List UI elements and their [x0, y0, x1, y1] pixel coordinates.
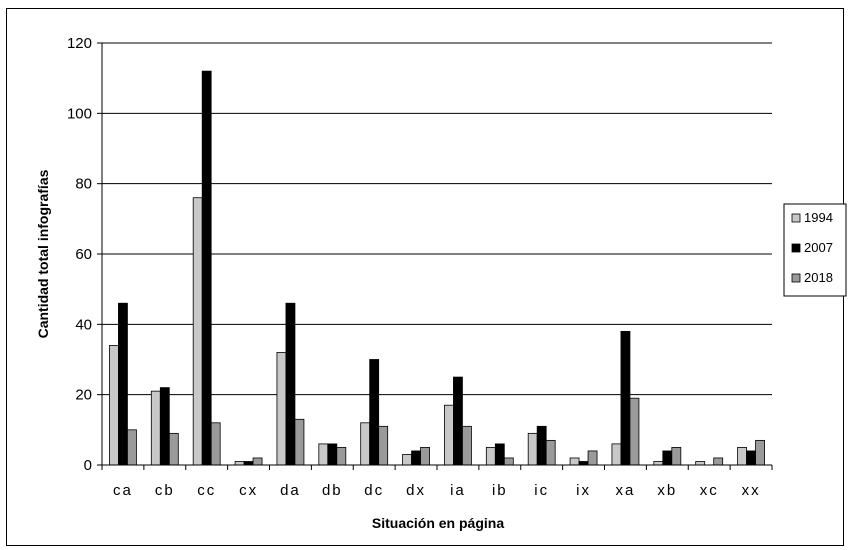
bar-ia-2018 [462, 425, 472, 466]
x-tick-label: ia [450, 482, 466, 499]
bar-ib-2018 [503, 457, 514, 466]
bar-ic-2007 [536, 425, 547, 466]
x-tick-label: dc [364, 482, 384, 499]
bar-ix-2018 [587, 450, 598, 466]
bar-ic-1994 [527, 432, 538, 466]
x-axis-title: Situación en página [372, 515, 504, 531]
y-tick-label: 100 [67, 105, 92, 122]
y-axis-title: Cantidad total infografías [35, 169, 51, 338]
x-tick-label: da [280, 482, 301, 499]
bar-dx-2018 [420, 447, 430, 466]
bar-dc-2018 [378, 425, 389, 466]
gridlines [102, 42, 772, 396]
bar-xb-2007 [662, 450, 673, 466]
bar-dc-2007 [369, 359, 380, 466]
bar-cx-2007 [243, 461, 254, 466]
bar-ia-1994 [444, 404, 454, 466]
legend-label-2018: 2018 [804, 270, 833, 285]
bar-xa-1994 [611, 443, 622, 466]
bar-dx-2007 [411, 450, 421, 466]
x-tick-label: xc [700, 482, 719, 499]
x-tick-label: ic [534, 482, 549, 499]
bar-dc-1994 [360, 422, 371, 466]
bar-dx-1994 [402, 454, 412, 466]
y-tick-labels: 0 20 40 60 80 100 120 [67, 35, 92, 474]
bar-xa-2007 [620, 330, 631, 466]
bar-ib-1994 [485, 447, 496, 466]
x-tick-label: cc [197, 482, 216, 499]
x-tick-label: cx [239, 482, 258, 499]
x-tick-labels: ca cb cc cx da db dc dx ia ib ic ix xa xb xc xx [113, 482, 761, 499]
bar-xx-2007 [746, 450, 756, 466]
bar-xx-2018 [755, 439, 765, 466]
bar-xc-2018 [713, 457, 724, 466]
bars [109, 70, 765, 466]
bar-db-2018 [336, 447, 347, 466]
legend-label-2007: 2007 [804, 240, 833, 255]
x-tick-label: ca [113, 482, 133, 499]
bar-ix-2007 [578, 461, 589, 466]
bar-da-1994 [276, 352, 287, 466]
x-tick-label: dx [406, 482, 426, 499]
y-tick-label: 120 [67, 35, 92, 52]
bar-cb-1994 [150, 390, 161, 466]
bar-xb-1994 [653, 461, 664, 466]
y-tick-label: 60 [75, 246, 92, 263]
bar-ic-2018 [545, 439, 556, 466]
bar-da-2007 [285, 302, 296, 466]
legend: 1994 2007 2018 [783, 203, 847, 297]
bar-cc-2018 [210, 422, 221, 466]
x-tick-label: ix [576, 482, 591, 499]
bar-ca-1994 [109, 345, 119, 466]
bar-db-1994 [318, 443, 329, 466]
bar-ib-2007 [494, 443, 505, 466]
bar-da-2018 [294, 418, 305, 466]
y-tick-label: 80 [75, 176, 92, 193]
x-tick-label: db [322, 482, 343, 499]
y-tick-label: 40 [75, 316, 92, 333]
bar-cb-2018 [168, 432, 179, 466]
x-tick-label: xa [616, 482, 636, 499]
bar-ia-2007 [453, 376, 463, 466]
legend-swatch-1994 [791, 213, 801, 223]
y-tick-label: 20 [75, 387, 92, 404]
bar-xa-2018 [629, 397, 640, 466]
bar-xb-2018 [671, 447, 682, 466]
bar-xc-1994 [695, 461, 706, 466]
legend-swatch-2007 [791, 243, 801, 253]
bar-cx-2018 [252, 457, 263, 466]
bar-cc-1994 [192, 197, 203, 466]
x-tick-label: xb [657, 482, 677, 499]
x-tick-label: cb [155, 482, 175, 499]
x-tick-label: ib [492, 482, 508, 499]
bar-cx-1994 [234, 461, 245, 466]
axes [97, 42, 773, 470]
legend-swatch-2018 [791, 273, 801, 283]
bar-ix-1994 [569, 457, 580, 466]
bar-cc-2007 [201, 70, 212, 466]
bar-cb-2007 [159, 387, 170, 466]
bar-ca-2018 [127, 429, 137, 466]
bar-db-2007 [327, 443, 338, 466]
y-tick-label: 0 [84, 457, 92, 474]
bar-ca-2007 [118, 302, 128, 466]
legend-label-1994: 1994 [804, 210, 833, 225]
x-tick-label: xx [742, 482, 761, 499]
bar-xx-1994 [737, 447, 747, 466]
